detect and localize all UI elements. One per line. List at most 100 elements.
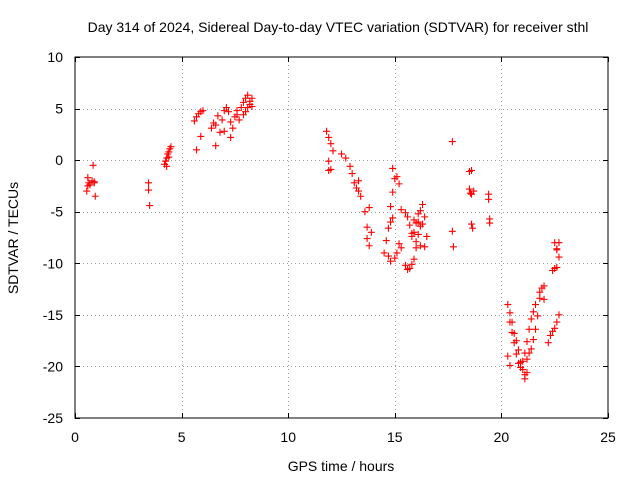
data-point — [367, 228, 375, 236]
data-point — [207, 124, 215, 132]
data-point — [555, 311, 563, 319]
data-point — [527, 345, 535, 353]
data-point — [235, 116, 243, 124]
data-point — [506, 361, 514, 369]
data-point — [84, 174, 92, 182]
data-point — [419, 220, 427, 228]
data-point — [222, 104, 230, 112]
data-point — [536, 294, 544, 302]
data-point — [449, 243, 457, 251]
data-point — [469, 224, 477, 232]
data-point — [393, 173, 401, 181]
data-point — [214, 112, 222, 120]
data-point — [504, 301, 512, 309]
chart-title: Day 314 of 2024, Sidereal Day-to-day VTE… — [88, 19, 589, 35]
data-point — [363, 223, 371, 231]
data-point — [350, 179, 358, 187]
data-point — [468, 166, 476, 174]
data-point — [355, 187, 363, 195]
data-point — [346, 162, 354, 170]
data-point — [248, 94, 256, 102]
data-point — [410, 255, 418, 263]
tick-labels: 0 5 10 15 20 25 -25 -20 -15 -10 -5 0 5 10 — [43, 49, 616, 445]
data-point — [389, 164, 397, 172]
data-point — [514, 346, 522, 354]
data-point — [397, 206, 405, 214]
data-point — [470, 187, 478, 195]
data-point — [448, 138, 456, 146]
y-axis-label: SDTVAR / TECUs — [5, 182, 21, 294]
data-point — [519, 357, 527, 365]
data-point — [145, 186, 153, 194]
x-tick-label: 0 — [71, 429, 79, 445]
data-point — [199, 107, 207, 115]
data-point — [521, 371, 529, 379]
y-tick-label: 0 — [55, 152, 63, 168]
data-point — [508, 328, 516, 336]
data-point — [91, 192, 99, 200]
data-point — [389, 188, 397, 196]
data-point — [486, 219, 494, 227]
data-point — [227, 118, 235, 126]
data-point — [527, 315, 535, 323]
data-point — [83, 187, 91, 195]
data-point — [246, 100, 254, 108]
data-point — [540, 295, 548, 303]
data-point — [365, 204, 373, 212]
data-point — [555, 239, 563, 247]
data-point — [237, 104, 245, 112]
data-point — [410, 216, 418, 224]
data-point — [544, 339, 552, 347]
data-point — [329, 147, 337, 155]
y-tick-label: -10 — [43, 255, 63, 271]
data-point — [532, 325, 540, 333]
data-point — [401, 261, 409, 269]
data-point — [534, 312, 542, 320]
data-point — [357, 192, 365, 200]
data-point — [538, 284, 546, 292]
grid — [75, 57, 608, 418]
data-point — [506, 318, 514, 326]
data-point — [504, 352, 512, 360]
data-point — [380, 249, 388, 257]
data-point — [397, 244, 405, 252]
data-point — [327, 140, 335, 148]
data-point — [546, 331, 554, 339]
data-point — [338, 150, 345, 158]
data-point — [365, 242, 373, 250]
data-point — [419, 200, 427, 208]
data-point — [325, 157, 333, 165]
data-point — [162, 157, 170, 165]
data-point — [389, 214, 397, 222]
axis-ticks — [75, 57, 609, 419]
data-point — [167, 143, 175, 151]
x-tick-label: 15 — [387, 429, 403, 445]
data-point — [145, 179, 153, 187]
data-point — [218, 116, 226, 124]
data-point — [90, 179, 98, 187]
data-point — [414, 230, 422, 238]
data-point — [512, 350, 520, 358]
data-point — [387, 257, 395, 265]
data-point — [86, 181, 94, 189]
y-tick-label: 5 — [55, 101, 63, 117]
data-point — [555, 253, 563, 261]
y-tick-label: -25 — [43, 410, 63, 426]
x-tick-label: 25 — [600, 429, 616, 445]
data-point — [514, 359, 522, 367]
data-point — [393, 249, 401, 257]
data-point — [414, 218, 422, 226]
data-point — [363, 235, 371, 243]
data-point — [325, 133, 333, 141]
data-point — [529, 336, 537, 344]
data-point — [421, 213, 429, 221]
data-point — [391, 254, 399, 262]
data-point — [401, 209, 409, 217]
data-point — [525, 349, 533, 357]
data-point — [506, 309, 514, 317]
data-point — [523, 338, 531, 346]
data-point — [529, 308, 537, 316]
data-point — [408, 232, 416, 240]
data-point — [323, 127, 331, 135]
data-point — [387, 203, 395, 211]
